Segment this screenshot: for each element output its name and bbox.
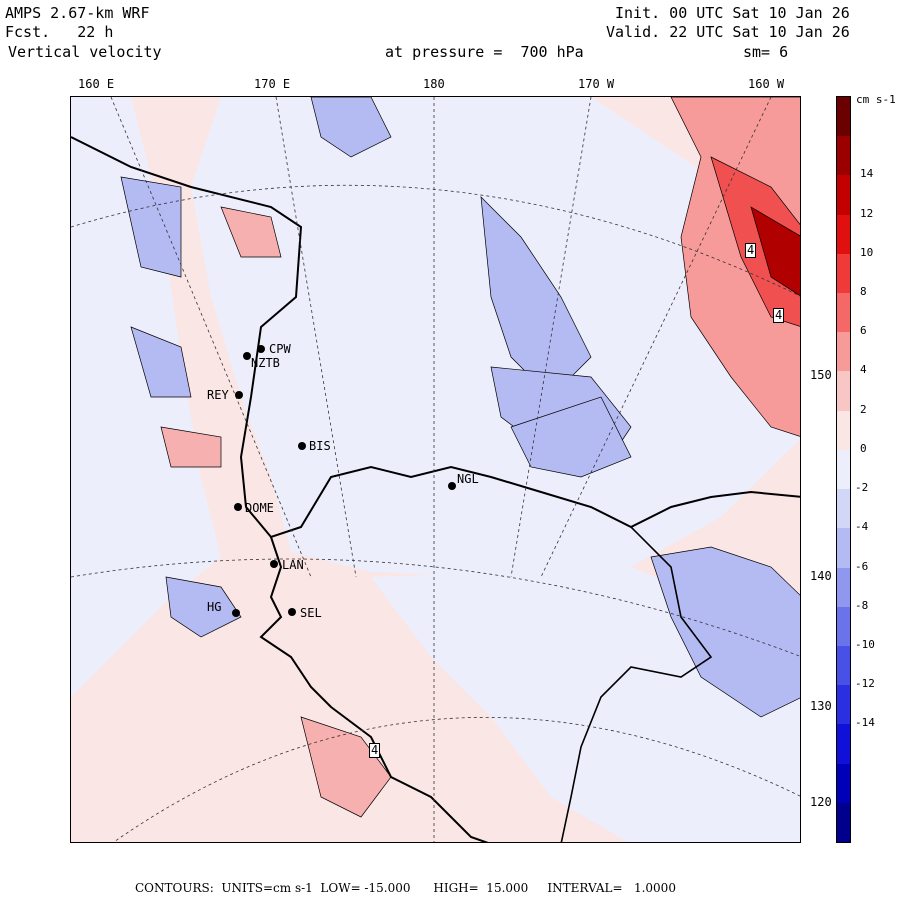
forecast-hour: Fcst. 22 h [5, 23, 114, 41]
colorbar-segment [837, 763, 850, 804]
colorbar-tick-label: -2 [855, 481, 869, 495]
ascent-region-strong [710, 156, 800, 327]
valid-time: Valid. 22 UTC Sat 10 Jan 26 [606, 23, 850, 41]
colorbar-segment [837, 410, 850, 451]
colorbar-segment [837, 371, 850, 412]
lon-label-170w: 170 W [578, 77, 615, 91]
subsidence-patch [650, 546, 800, 718]
station-dot-lan [270, 560, 278, 568]
station-dot-hg [232, 609, 240, 617]
pressure-level: at pressure = 700 hPa [385, 43, 584, 61]
model-title: AMPS 2.67-km WRF [5, 4, 150, 22]
colorbar-tick-label: 8 [860, 285, 867, 299]
coastline [259, 536, 489, 842]
ascent-patch [300, 716, 392, 818]
subsidence-patch [165, 576, 242, 638]
station-dot-cpw [257, 345, 265, 353]
colorbar-segment [837, 724, 850, 765]
contour-info: CONTOURS: UNITS=cm s-1 LOW= -15.000 HIGH… [135, 881, 676, 895]
colorbar-segment [837, 175, 850, 216]
colorbar [836, 96, 851, 843]
lon-label-160w: 160 W [748, 77, 785, 91]
colorbar-tick-label: 6 [860, 324, 867, 338]
map-canvas [71, 97, 800, 842]
station-label-hg: HG [207, 600, 222, 614]
colorbar-segment [837, 293, 850, 333]
station-dot-bis [298, 442, 306, 450]
colorbar-tick-label: -10 [855, 637, 875, 651]
weak-subsidence-region [191, 97, 800, 577]
smoothing-label: sm= 6 [743, 43, 789, 61]
colorbar-segment [837, 685, 850, 725]
subsidence-patch [510, 396, 632, 478]
colorbar-segment [837, 214, 850, 255]
colorbar-segment [837, 606, 850, 647]
station-label-nztb: NZTB [251, 356, 280, 370]
colorbar-segment [837, 97, 850, 137]
weak-subsidence-west [71, 97, 221, 697]
init-time: Init. 00 UTC Sat 10 Jan 26 [615, 4, 850, 22]
colorbar-tick-label: -4 [855, 520, 869, 534]
colorbar-segment [837, 645, 850, 686]
station-label-sel: SEL [300, 606, 322, 620]
grounding-line [560, 526, 713, 842]
colorbar-tick-label: 0 [860, 441, 867, 455]
ascent-region-core [750, 206, 800, 297]
colorbar-segment [837, 449, 850, 490]
colorbar-tick-label: -8 [855, 598, 869, 612]
field-name: Vertical velocity [8, 43, 162, 61]
colorbar-tick-label: -14 [855, 716, 875, 730]
station-label-lan: LAN [282, 558, 304, 572]
colorbar-tick-label: 12 [860, 206, 874, 220]
station-dot-nztb [243, 352, 251, 360]
colorbar-segment [837, 802, 850, 843]
lon-label-170e: 170 E [254, 77, 291, 91]
colorbar-segment [837, 332, 850, 372]
subsidence-patch [310, 97, 392, 158]
station-label-cpw: CPW [269, 342, 291, 356]
station-label-dome: DOME [245, 501, 274, 515]
colorbar-tick-label: -12 [855, 677, 875, 691]
subsidence-patch [120, 176, 182, 278]
contour-label: 4 [773, 308, 785, 324]
station-dot-ngl [448, 482, 456, 490]
colorbar-tick-label: 14 [860, 167, 874, 181]
lon-label-180: 180 [423, 77, 445, 91]
vertical-velocity-map: CPW NZTB REY BIS DOME LAN SEL NGL HG 4 4… [70, 96, 801, 843]
colorbar-segment [837, 253, 850, 294]
coastline [71, 136, 800, 539]
graticule [71, 97, 800, 842]
lon-label-160e: 160 E [78, 77, 115, 91]
colorbar-segment [837, 489, 850, 529]
colorbar-tick-label: 4 [860, 363, 867, 377]
station-dot-rey [235, 391, 243, 399]
station-dot-sel [288, 608, 296, 616]
station-label-rey: REY [207, 388, 229, 402]
station-dot-dome [234, 503, 242, 511]
colorbar-tick-label: 2 [860, 402, 867, 416]
colorbar-tick-label: 10 [860, 245, 874, 259]
contour-label: 4 [369, 743, 381, 759]
ascent-patch [160, 426, 222, 468]
colorbar-segment [837, 528, 850, 569]
subsidence-patch [130, 326, 192, 398]
station-label-ngl: NGL [457, 472, 479, 486]
colorbar-unit: cm s-1 [856, 93, 896, 106]
colorbar-tick-label: -6 [855, 559, 869, 573]
contour-label: 4 [745, 243, 757, 259]
colorbar-segment [837, 136, 850, 176]
ascent-patch [220, 206, 282, 258]
colorbar-segment [837, 567, 850, 608]
station-label-bis: BIS [309, 439, 331, 453]
